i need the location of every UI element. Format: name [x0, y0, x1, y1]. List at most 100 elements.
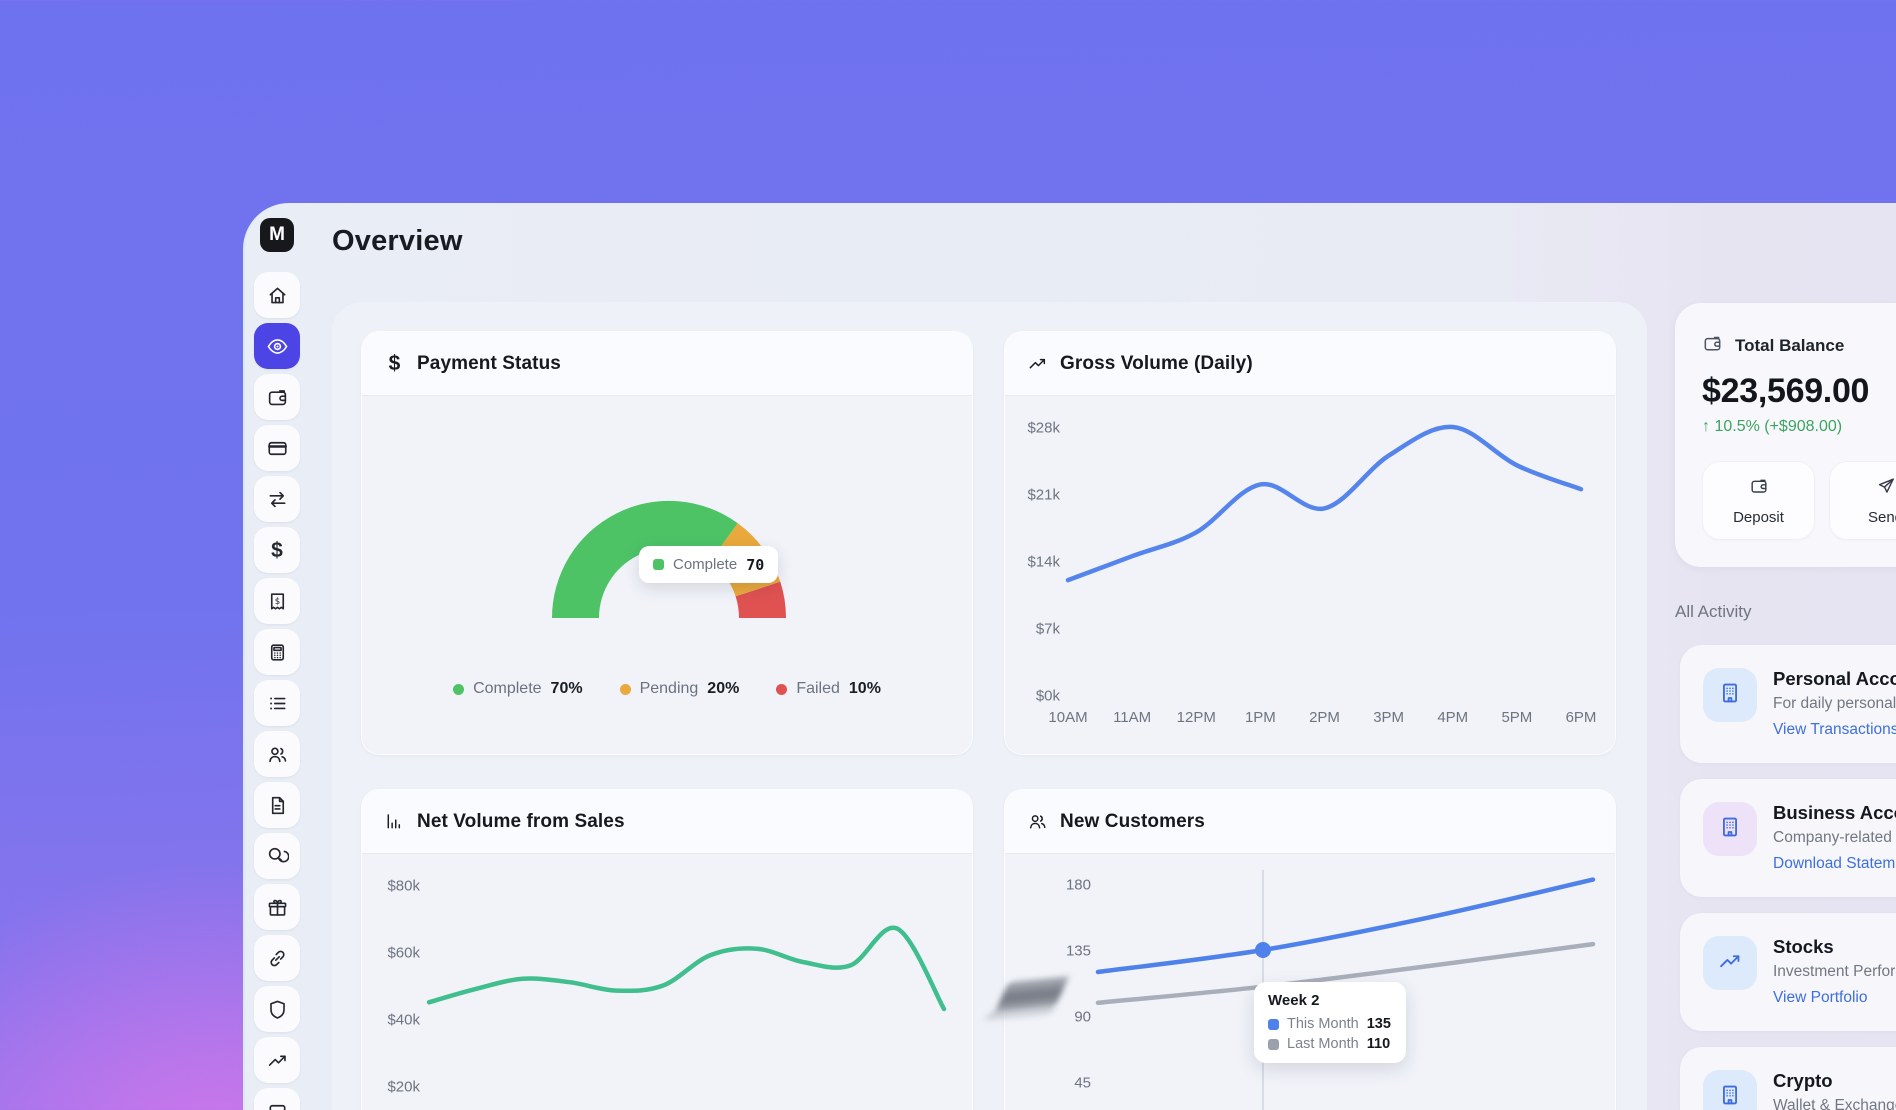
button-label: Deposit [1733, 508, 1784, 526]
activity-title: Stocks [1773, 936, 1834, 957]
balance-actions: Deposit Send [1702, 461, 1896, 540]
activity-card[interactable]: Crypto Wallet & Exchange [1680, 1047, 1896, 1110]
gross-volume-header: Gross Volume (Daily) [1005, 332, 1615, 396]
receipt-icon: $ [266, 590, 289, 613]
activity-content: Crypto Wallet & Exchange [1773, 1070, 1896, 1110]
sidebar-item-shield[interactable] [254, 986, 300, 1032]
gross-volume-body: $28k $21k $14k $7k $0k 10AM 11AM 12PM 1PM 2PM 3PM 4… [1005, 396, 1615, 754]
payment-status-header: $ Payment Status [362, 332, 972, 396]
sidebar-item-link[interactable] [254, 935, 300, 981]
cards-grid: $ Payment Status Complete 70 Complete 70%… [361, 331, 1616, 1110]
week-tooltip: Week 2 This Month 135 Last Month 110 [1254, 982, 1406, 1063]
sidebar-item-home[interactable] [254, 272, 300, 318]
x-tick-label: 12PM [1177, 709, 1216, 726]
total-balance-card: Total Balance $23,569.00 ↑ 10.5% (+$908.… [1675, 303, 1896, 567]
activity-card[interactable]: Stocks Investment Performance View Portfol… [1680, 913, 1896, 1031]
new-customers-card: New Customers 180 135 90 45 Week 2 This Mon… [1004, 789, 1616, 1110]
y-tick-label: 180 [1066, 876, 1091, 893]
activity-title: Business Account [1773, 802, 1896, 823]
sidebar-item-users[interactable] [254, 731, 300, 777]
cards-section: $ Payment Status Complete 70 Complete 70%… [332, 302, 1647, 1110]
y-tick-label: $0k [1036, 688, 1061, 705]
activity-title: Personal Account [1773, 668, 1896, 689]
dollar-icon: $ [388, 352, 401, 375]
x-tick-label: 6PM [1566, 709, 1597, 726]
wallet-icon [1702, 333, 1723, 359]
net-volume-body: $80k $60k $40k $20k [362, 854, 972, 1110]
sidebar-item-transfer[interactable] [254, 476, 300, 522]
legend-item: Failed 10% [776, 680, 881, 698]
gift-icon [266, 896, 289, 919]
document-icon [266, 794, 289, 817]
marker-dot [1255, 941, 1271, 958]
y-tick-label: $14k [1027, 554, 1060, 571]
sidebar-nav: $ $ [254, 272, 300, 1110]
sidebar-item-credit-card[interactable] [254, 425, 300, 471]
new-customers-body: 180 135 90 45 Week 2 This Month 135 Last Mont… [1005, 854, 1615, 1110]
y-tick-label: 90 [1074, 1008, 1091, 1025]
legend-item: Pending 20% [619, 680, 740, 698]
activity-subtitle: Wallet & Exchange [1773, 1097, 1896, 1110]
transfer-icon [266, 488, 289, 511]
shield-icon [266, 998, 289, 1021]
activity-link[interactable]: View Transactions [1773, 721, 1896, 738]
deposit-button[interactable]: Deposit [1702, 461, 1815, 540]
x-tick-label: 5PM [1501, 709, 1532, 726]
x-tick-label: 11AM [1113, 709, 1151, 726]
y-tick-label: 135 [1066, 942, 1091, 959]
activity-card[interactable]: Personal Account For daily personal spend… [1680, 645, 1896, 763]
legend-label: Complete [473, 680, 542, 697]
sidebar-item-trending-up[interactable] [254, 1037, 300, 1083]
wallet-icon [266, 386, 289, 409]
sidebar-item-wallet[interactable] [254, 374, 300, 420]
y-tick-label: $28k [1027, 420, 1060, 437]
link-icon [266, 947, 289, 970]
legend-value: 70% [550, 680, 583, 697]
sidebar-item-receipt[interactable]: $ [254, 578, 300, 624]
dollar-icon: $ [271, 538, 283, 562]
activity-subtitle: Company-related finances [1773, 829, 1896, 846]
sidebar-item-device[interactable] [254, 1088, 300, 1110]
legend-value: 20% [707, 680, 740, 697]
sidebar-item-coins[interactable] [254, 833, 300, 879]
activity-subtitle: For daily personal spending [1773, 695, 1896, 712]
tooltip-color-swatch [1268, 1018, 1279, 1030]
legend-value: 10% [848, 680, 881, 697]
activity-card[interactable]: Business Account Company-related finances… [1680, 779, 1896, 897]
svg-text:$: $ [274, 597, 279, 607]
gauge-tooltip: Complete 70 [639, 546, 779, 583]
tooltip-row: This Month 135 [1268, 1016, 1392, 1032]
sidebar-item-calculator[interactable] [254, 629, 300, 675]
new-customers-line-chart: 180 135 90 45 [1066, 870, 1596, 1110]
y-tick-label: $40k [387, 1012, 420, 1029]
coins-icon [266, 845, 289, 868]
activity-link[interactable]: Download Statements [1773, 855, 1896, 872]
trending-up-icon [1703, 936, 1757, 990]
trending-up-icon [266, 1049, 289, 1072]
tooltip-label: Last Month [1287, 1036, 1359, 1052]
x-tick-label: 10AM [1048, 709, 1087, 726]
total-balance-header: Total Balance [1702, 333, 1896, 359]
activity-link[interactable]: View Portfolio [1773, 989, 1868, 1006]
all-activity-heading: All Activity [1675, 602, 1752, 621]
building-icon [1703, 802, 1757, 856]
app-logo: M [260, 218, 294, 252]
sidebar-item-eye[interactable] [254, 323, 300, 369]
device-icon [266, 1100, 289, 1110]
sidebar-item-document[interactable] [254, 782, 300, 828]
x-tick-label: 3PM [1373, 709, 1404, 726]
card-title: Net Volume from Sales [417, 810, 625, 832]
legend-dot [619, 683, 631, 695]
gauge-legend: Complete 70% Pending 20% Failed 10% [362, 680, 972, 698]
legend-dot [776, 683, 788, 695]
send-button[interactable]: Send [1829, 461, 1896, 540]
y-tick-label: $7k [1036, 621, 1061, 638]
tooltip-row: Last Month 110 [1268, 1036, 1392, 1052]
y-tick-label: $21k [1027, 487, 1060, 504]
sidebar-item-gift[interactable] [254, 884, 300, 930]
line-series [1065, 424, 1584, 583]
y-tick-label: $60k [387, 945, 420, 962]
y-tick-label: $20k [387, 1079, 420, 1096]
sidebar-item-dollar[interactable]: $ [254, 527, 300, 573]
sidebar-item-list[interactable] [254, 680, 300, 726]
